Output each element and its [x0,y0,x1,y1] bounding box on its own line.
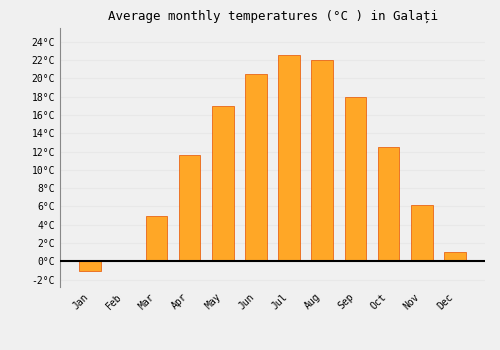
Bar [212,106,234,261]
Bar [146,216,167,261]
Bar [411,205,432,261]
Bar [312,60,333,261]
Title: Average monthly temperatures (°C ) in Galați: Average monthly temperatures (°C ) in Ga… [108,10,438,23]
Bar [179,155,201,261]
Bar [344,97,366,261]
Bar [378,147,400,261]
Bar [80,261,101,271]
Bar [278,55,300,261]
Bar [245,74,266,261]
Bar [112,260,134,261]
Bar [444,252,466,261]
